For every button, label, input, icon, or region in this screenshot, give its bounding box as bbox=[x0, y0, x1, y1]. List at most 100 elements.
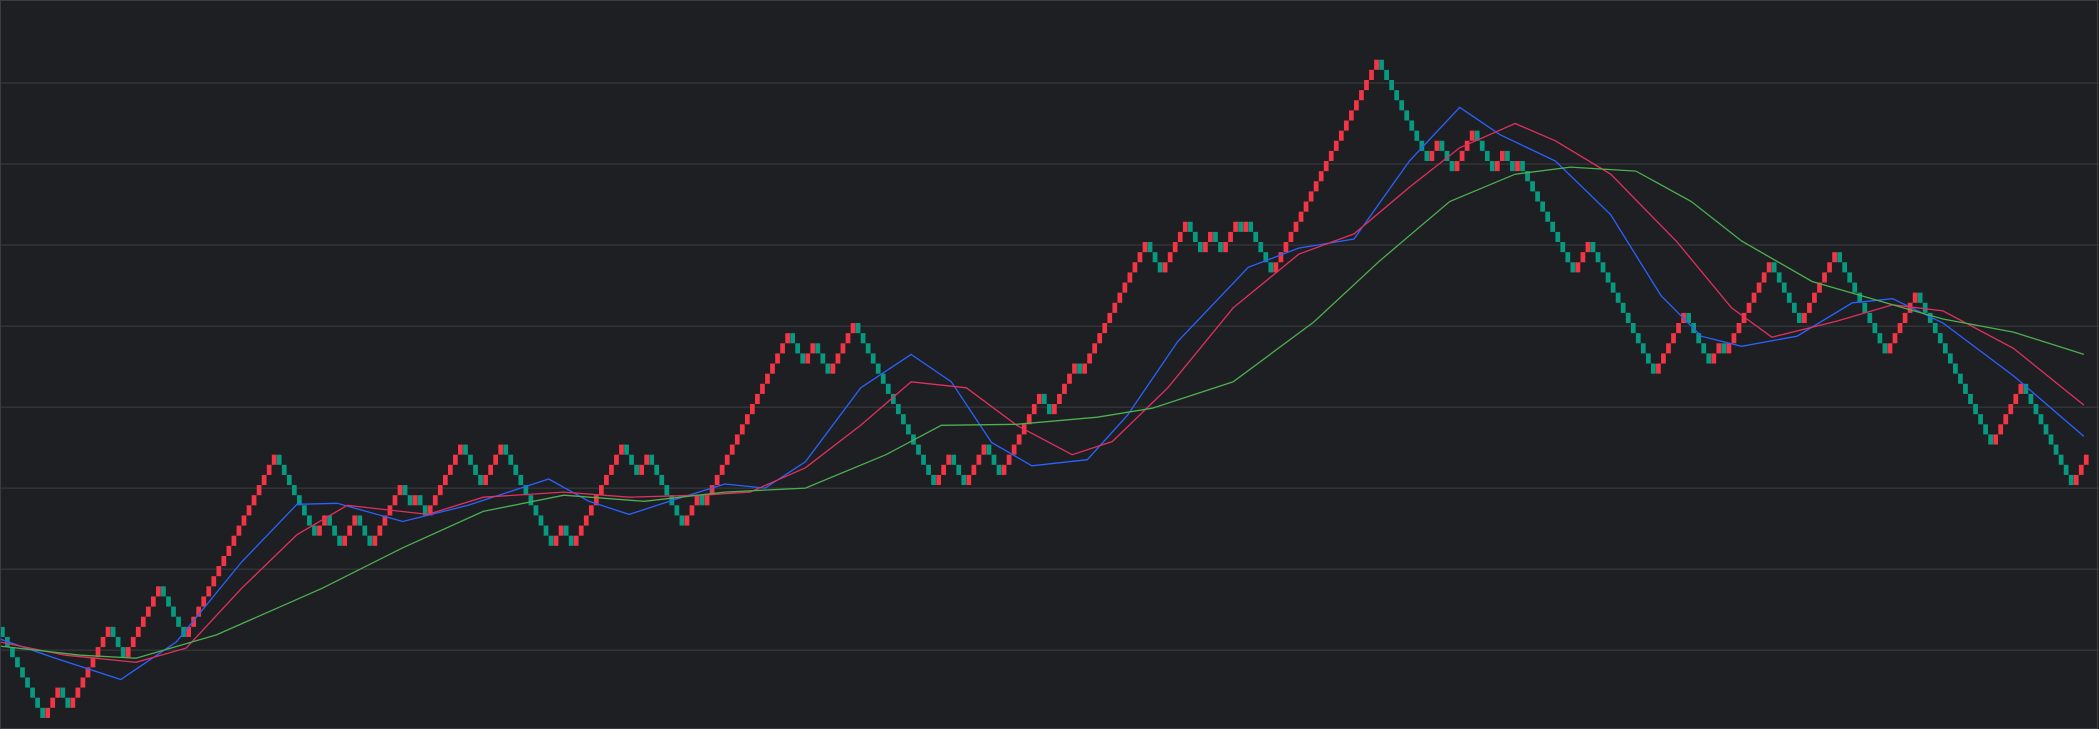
down-brick bbox=[2033, 404, 2039, 415]
down-brick bbox=[1937, 333, 1943, 344]
up-brick bbox=[432, 495, 438, 506]
down-brick bbox=[1857, 292, 1863, 303]
down-brick bbox=[674, 505, 680, 516]
down-brick bbox=[961, 474, 967, 486]
lines bbox=[0, 106, 2085, 681]
down-brick bbox=[1590, 242, 1596, 253]
down-brick bbox=[2048, 434, 2054, 445]
up-brick bbox=[2008, 404, 2014, 415]
up-brick bbox=[850, 323, 856, 334]
down-brick bbox=[1605, 272, 1611, 283]
down-brick bbox=[1696, 333, 1702, 344]
down-brick bbox=[1394, 90, 1400, 101]
down-brick bbox=[362, 525, 368, 536]
up-brick bbox=[427, 505, 433, 516]
up-brick bbox=[1580, 252, 1586, 263]
down-brick bbox=[286, 474, 292, 486]
down-brick bbox=[1958, 373, 1963, 384]
down-brick bbox=[1927, 312, 1933, 324]
down-brick bbox=[1847, 272, 1853, 283]
up-brick bbox=[1167, 252, 1173, 263]
up-brick bbox=[775, 353, 780, 364]
up-brick bbox=[1016, 434, 1022, 445]
down-brick bbox=[1192, 231, 1198, 243]
down-brick bbox=[1474, 130, 1480, 141]
up-brick bbox=[156, 586, 161, 597]
up-brick bbox=[206, 586, 212, 597]
up-brick bbox=[1313, 181, 1319, 192]
down-brick bbox=[518, 474, 524, 486]
down-brick bbox=[1384, 69, 1389, 80]
down-brick bbox=[1701, 343, 1707, 354]
up-brick bbox=[1902, 312, 1908, 324]
up-brick bbox=[1177, 231, 1183, 243]
down-brick bbox=[508, 454, 514, 465]
up-brick bbox=[1897, 323, 1903, 334]
down-brick bbox=[951, 454, 957, 465]
down-brick bbox=[1404, 110, 1410, 121]
down-brick bbox=[956, 464, 962, 475]
up-brick bbox=[442, 474, 448, 486]
up-brick bbox=[231, 535, 237, 546]
up-brick bbox=[1746, 302, 1752, 313]
down-brick bbox=[1041, 393, 1047, 405]
down-brick bbox=[1479, 140, 1485, 151]
down-brick bbox=[1706, 353, 1712, 364]
down-brick bbox=[563, 525, 569, 536]
down-brick bbox=[60, 687, 66, 698]
up-brick bbox=[1827, 262, 1832, 273]
down-brick bbox=[1932, 323, 1938, 334]
up-brick bbox=[1228, 231, 1233, 243]
down-brick bbox=[1077, 363, 1082, 374]
up-brick bbox=[322, 515, 327, 526]
up-brick bbox=[830, 363, 836, 374]
up-brick bbox=[936, 474, 941, 486]
up-brick bbox=[976, 454, 982, 465]
down-brick bbox=[921, 454, 926, 465]
down-brick bbox=[30, 687, 35, 698]
up-brick bbox=[704, 495, 710, 506]
down-brick bbox=[1444, 150, 1450, 162]
up-brick bbox=[558, 525, 564, 536]
up-brick bbox=[2013, 393, 2019, 405]
up-brick bbox=[1172, 242, 1178, 253]
up-brick bbox=[1454, 161, 1460, 172]
up-brick bbox=[226, 545, 232, 556]
down-brick bbox=[1600, 262, 1606, 273]
up-brick bbox=[724, 454, 730, 465]
down-brick bbox=[2038, 414, 2044, 425]
down-brick bbox=[1610, 282, 1616, 293]
down-brick bbox=[679, 515, 685, 526]
down-brick bbox=[931, 474, 936, 486]
down-brick bbox=[1978, 414, 1983, 425]
down-brick bbox=[1520, 161, 1525, 172]
down-brick bbox=[1791, 302, 1797, 313]
up-brick bbox=[397, 485, 403, 496]
down-brick bbox=[473, 464, 478, 475]
up-brick bbox=[971, 464, 977, 475]
up-brick bbox=[1338, 130, 1344, 141]
down-brick bbox=[337, 535, 342, 546]
down-brick bbox=[634, 464, 639, 475]
up-brick bbox=[709, 485, 715, 496]
down-brick bbox=[880, 373, 886, 384]
down-brick bbox=[1872, 323, 1878, 334]
up-brick bbox=[1912, 292, 1918, 303]
up-brick bbox=[1656, 363, 1661, 374]
down-brick bbox=[1786, 292, 1792, 303]
up-brick bbox=[810, 343, 816, 354]
up-brick bbox=[1364, 79, 1369, 91]
down-brick bbox=[815, 343, 821, 354]
down-brick bbox=[901, 414, 906, 425]
up-brick bbox=[1343, 120, 1349, 131]
up-brick bbox=[1711, 353, 1717, 364]
down-brick bbox=[1917, 292, 1923, 303]
down-brick bbox=[1389, 79, 1394, 91]
up-brick bbox=[1273, 262, 1279, 273]
down-brick bbox=[1414, 130, 1420, 141]
down-brick bbox=[110, 626, 116, 637]
up-brick bbox=[145, 606, 151, 617]
down-brick bbox=[1046, 404, 1052, 415]
up-brick bbox=[604, 474, 609, 486]
moving-average-line bbox=[0, 106, 2085, 681]
